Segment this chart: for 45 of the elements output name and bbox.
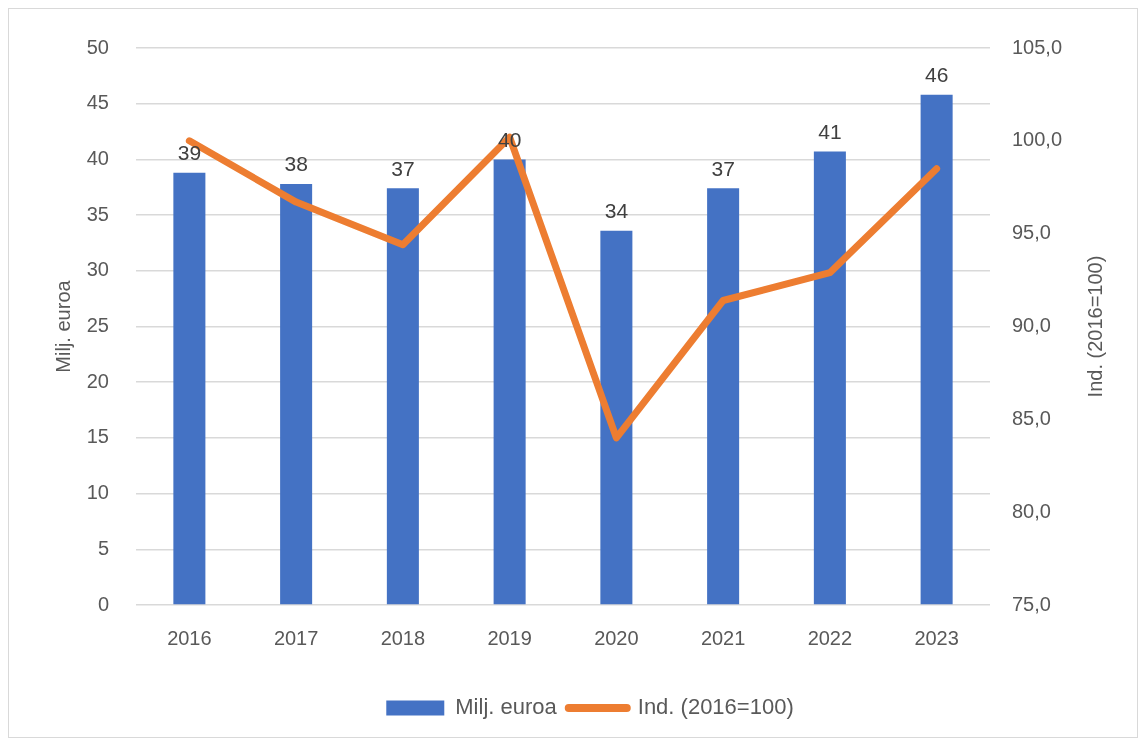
y-tick-label: 15: [86, 425, 109, 448]
legend-label: Milj. euroa: [455, 694, 558, 720]
x-tick-label: 2022: [807, 626, 853, 649]
y2-tick-label: 105,0: [1012, 35, 1063, 58]
x-tick-label: 2018: [380, 626, 426, 649]
bar: [600, 230, 633, 605]
y-tick-label: 40: [86, 146, 109, 169]
y-tick-label: 5: [97, 536, 109, 559]
y2-tick-label: 95,0: [1012, 221, 1051, 244]
y2-axis-title: Ind. (2016=100): [1083, 255, 1106, 398]
x-tick-label: 2019: [487, 626, 532, 649]
y-tick-label: 30: [86, 258, 109, 281]
y2-tick-label: 80,0: [1012, 499, 1051, 522]
x-tick-label: 2023: [914, 626, 959, 649]
data-label: 37: [711, 156, 735, 180]
y2-tick-label: 100,0: [1012, 128, 1063, 151]
bar: [280, 183, 313, 605]
x-tick-label: 2016: [167, 626, 212, 649]
y-tick-label: 20: [86, 369, 109, 392]
bar: [920, 94, 953, 605]
x-tick-label: 2020: [594, 626, 639, 649]
y-tick-label: 35: [86, 202, 109, 225]
y2-tick-label: 75,0: [1012, 592, 1051, 615]
bar: [707, 188, 740, 605]
bar: [173, 172, 206, 605]
data-label: 37: [391, 156, 415, 180]
y-tick-label: 0: [97, 592, 109, 615]
x-tick-label: 2017: [273, 626, 319, 649]
y-axis-title: Milj. euroa: [51, 279, 74, 373]
y-tick-label: 25: [86, 314, 109, 337]
x-tick-label: 2021: [700, 626, 746, 649]
data-label: 46: [924, 63, 949, 87]
data-label: 38: [284, 152, 308, 176]
y-tick-label: 10: [86, 481, 109, 504]
y2-tick-label: 85,0: [1012, 406, 1051, 429]
y-tick-label: 45: [86, 91, 109, 114]
bar: [813, 151, 846, 605]
bar: [386, 188, 419, 605]
data-label: 34: [604, 198, 629, 222]
y-tick-label: 50: [86, 35, 109, 58]
legend-label: Ind. (2016=100): [637, 694, 794, 720]
data-label: 39: [177, 141, 202, 165]
bar: [493, 159, 526, 605]
y2-tick-label: 90,0: [1012, 314, 1051, 337]
data-label: 41: [818, 119, 842, 143]
